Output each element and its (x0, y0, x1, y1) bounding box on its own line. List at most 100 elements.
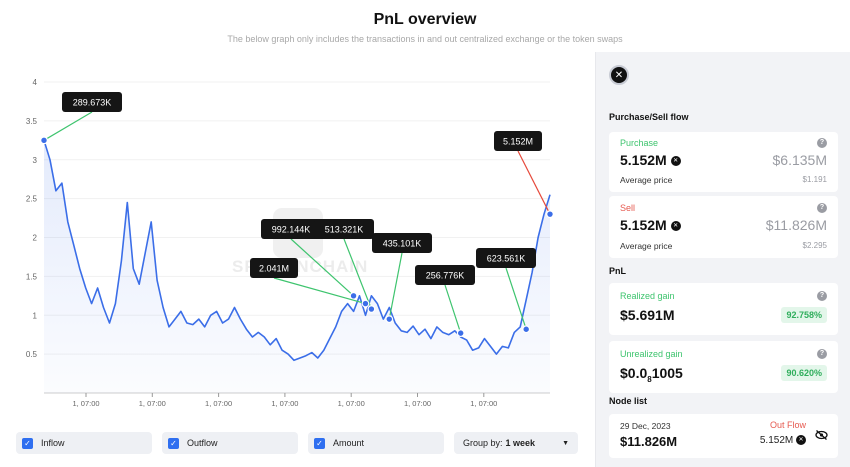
series-area (44, 140, 550, 393)
eye-off-icon[interactable] (815, 430, 828, 440)
help-icon[interactable]: ? (817, 349, 827, 359)
callout-box (494, 131, 542, 151)
callout-line (517, 150, 551, 215)
header: PnL overview The below graph only includ… (0, 0, 850, 52)
x-tick-label: 1, 07:00 (139, 399, 166, 408)
inflow-label: Inflow (41, 438, 65, 448)
data-point (522, 325, 531, 334)
inflow-checkbox[interactable]: ✓ (22, 437, 33, 449)
callout-label: 435.101K (383, 239, 422, 249)
x-token-icon: ✕ (670, 156, 681, 167)
callout-box (62, 92, 122, 112)
pnl-title: PnL (609, 266, 626, 276)
realized-label: Realized gain (620, 291, 675, 301)
callout-label: 992.144K (272, 225, 311, 235)
callout-box (372, 233, 432, 253)
x-tick-label: 1, 07:00 (205, 399, 232, 408)
amount-label: Amount (333, 438, 365, 448)
callout-box (261, 219, 321, 239)
data-point (367, 305, 376, 313)
y-tick-label: 3 (33, 156, 38, 165)
x-tick-label: 1, 07:00 (72, 399, 99, 408)
outflow-toggle[interactable]: ✓ Outflow (162, 432, 298, 454)
unrealized-label: Unrealized gain (620, 349, 683, 359)
callout-line (43, 111, 93, 141)
node-date: 29 Dec, 2023 (620, 421, 671, 431)
realized-value: $5.691M (620, 307, 675, 323)
y-tick-label: 2 (33, 234, 38, 243)
purchase-sell-title: Purchase/Sell flow (609, 112, 689, 122)
purchase-avg-label: Average price (620, 175, 673, 185)
realized-card: Realized gain ? $5.691M 92.758% (609, 283, 838, 335)
data-point (385, 315, 394, 324)
purchase-usd: $6.135M (772, 152, 827, 168)
callout-label: 623.561K (487, 254, 526, 264)
node-type: Out Flow (769, 420, 806, 430)
callout-label: 2.041M (259, 264, 289, 274)
callout-box (250, 258, 298, 278)
data-point (40, 136, 48, 145)
y-tick-label: 1 (33, 311, 38, 320)
unrealized-value: $0.081005 (620, 365, 683, 384)
group-by-label: Group by: (463, 438, 503, 448)
callout-line (388, 252, 403, 320)
x-token-icon: ✕ (796, 435, 806, 446)
x-tick-label: 1, 07:00 (271, 399, 298, 408)
data-point (456, 329, 465, 338)
node-amount: 5.152M (759, 435, 794, 446)
amount-toggle[interactable]: ✓ Amount (308, 432, 444, 454)
callout-label: 256.776K (426, 271, 465, 281)
chart-area: SPOTONCHAIN 0.5 1 1.5 2 2.5 3 3.5 4 1, 07:00 1, 0… (0, 52, 595, 467)
callout-box (476, 248, 536, 268)
callout-box (314, 219, 374, 239)
help-icon[interactable]: ? (817, 203, 827, 213)
callout-label: 289.673K (73, 98, 112, 108)
x-token-icon: ✕ (670, 221, 681, 232)
node-amount-row: 5.152M ✕ (760, 435, 806, 446)
sell-usd: $11.826M (765, 217, 827, 233)
unrealized-value-tail: 1005 (651, 365, 683, 381)
amount-checkbox[interactable]: ✓ (314, 437, 325, 449)
sell-amount-row: 5.152M ✕ (620, 217, 681, 233)
inflow-toggle[interactable]: ✓ Inflow (16, 432, 152, 454)
outflow-checkbox[interactable]: ✓ (168, 437, 179, 449)
purchase-label: Purchase (620, 138, 659, 148)
series-line (43, 140, 551, 362)
purchase-amount: 5.152M (620, 152, 667, 168)
page-subtitle: The below graph only includes the transa… (227, 34, 623, 44)
purchase-card: Purchase ? 5.152M ✕ $6.135M Average pric… (609, 132, 838, 192)
sell-card: Sell ? 5.152M ✕ $11.826M Average price $… (609, 196, 838, 258)
chevron-down-icon: ▼ (562, 439, 569, 447)
sell-amount: 5.152M (620, 217, 667, 233)
purchase-avg-value: $1.191 (802, 175, 827, 184)
help-icon[interactable]: ? (817, 138, 827, 148)
callout-line (273, 277, 366, 305)
data-point (546, 210, 554, 219)
x-tick-label: 1, 07:00 (470, 399, 497, 408)
node-list-title: Node list (609, 396, 648, 406)
y-tick-label: 0.5 (26, 350, 38, 359)
callout-label: 5.152M (503, 137, 533, 147)
group-by-select[interactable]: Group by: 1 week ▼ (454, 432, 578, 454)
x-token-icon[interactable]: ✕ (609, 65, 629, 85)
callout-line (444, 284, 462, 334)
callout-box (415, 265, 475, 285)
y-tick-label: 1.5 (26, 272, 38, 281)
y-tick-label: 2.5 (26, 195, 38, 204)
node-usd: $11.826M (620, 434, 678, 449)
y-tick-label: 4 (33, 78, 38, 87)
unrealized-pct-badge: 90.620% (781, 365, 827, 381)
group-by-value: 1 week (505, 438, 536, 448)
sell-label: Sell (620, 203, 636, 213)
help-icon[interactable]: ? (817, 291, 827, 301)
data-point (349, 291, 358, 300)
outflow-label: Outflow (187, 438, 218, 448)
x-tick-label: 1, 07:00 (338, 399, 365, 408)
callout-line (343, 238, 372, 310)
realized-pct-badge: 92.758% (781, 307, 827, 323)
node-list-item[interactable]: 29 Dec, 2023 Out Flow $11.826M 5.152M ✕ (609, 414, 838, 458)
side-panel: ✕ Purchase/Sell flow Purchase ? 5.152M ✕… (595, 52, 850, 467)
page-title: PnL overview (373, 11, 477, 28)
callout-line (290, 238, 354, 297)
pnl-chart[interactable]: 0.5 1 1.5 2 2.5 3 3.5 4 1, 07:00 1, 07:00 1, 07:00… (0, 52, 595, 422)
